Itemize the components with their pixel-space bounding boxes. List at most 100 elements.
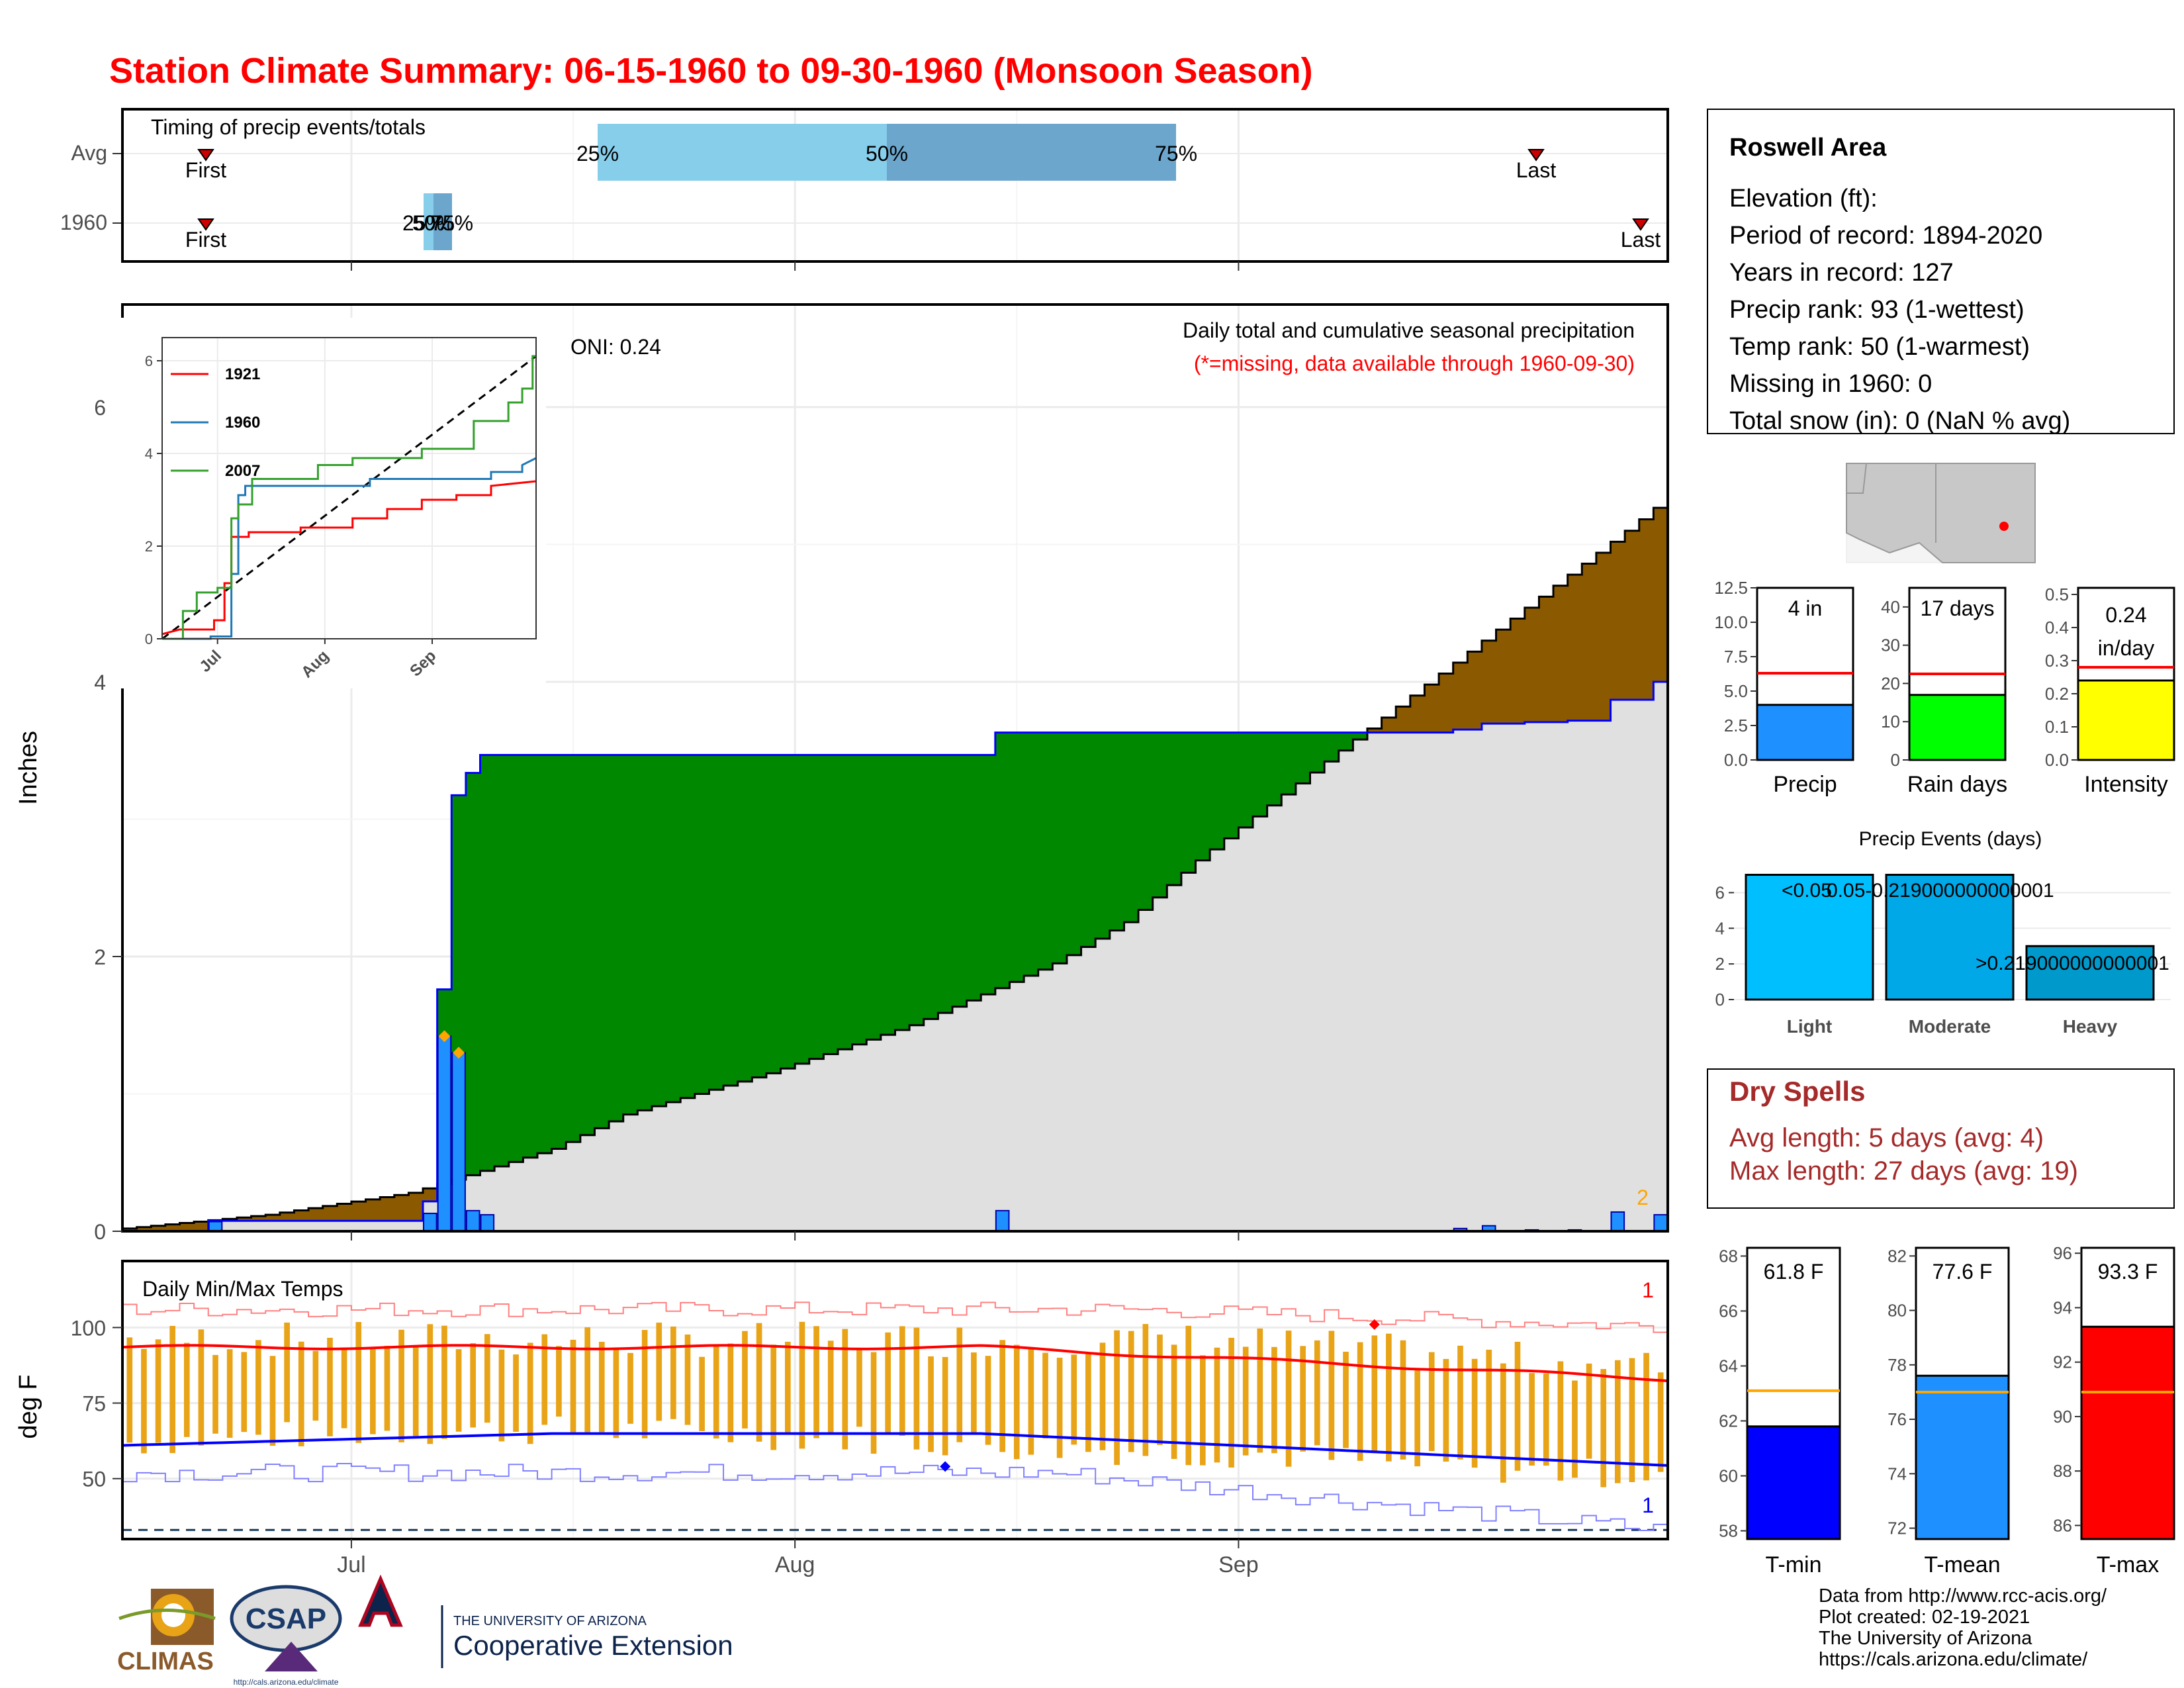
year-p50-label: 50% xyxy=(412,211,455,235)
year-first-marker xyxy=(197,218,214,231)
precip-event-annot-light: <0.05 xyxy=(1782,880,1832,902)
year-cumulative-line xyxy=(122,680,1668,1233)
temp-y-tick-label: 50 xyxy=(82,1468,106,1491)
daily-temp-range-bar xyxy=(1171,1344,1177,1459)
temp-summary-bar-fill xyxy=(1915,1374,2010,1540)
inset-series-1960 xyxy=(162,457,537,640)
station-info-line: Precip rank: 93 (1-wettest) xyxy=(1729,296,2025,324)
avg-p25-label: 25% xyxy=(576,142,619,165)
summary-bar-tick-label: 5.0 xyxy=(1724,681,1748,701)
daily-temp-range-bar xyxy=(956,1327,963,1442)
summary-bar-tick-label: 7.5 xyxy=(1724,647,1748,667)
daily-precip-bar xyxy=(465,1209,480,1232)
daily-temp-range-bar xyxy=(584,1327,590,1432)
precip-events-chart: Precip Events (days) Light Moderate Heavy <… xyxy=(1715,828,2171,1037)
station-info-line: Missing in 1960: 0 xyxy=(1729,370,1932,398)
daily-temp-range-bar xyxy=(355,1322,362,1443)
credits: Data from http://www.rcc-acis.org/Plot c… xyxy=(1819,1585,2107,1670)
daily-temp-range-bar xyxy=(556,1346,562,1417)
daily-temp-range-bar xyxy=(1457,1345,1463,1460)
precip-subtitle: Daily total and cumulative seasonal prec… xyxy=(1183,318,1635,342)
precip-event-category-label: Light xyxy=(1787,1016,1832,1037)
avg-first-marker xyxy=(197,149,214,162)
record-high-line xyxy=(122,1301,1668,1333)
daily-temp-range-bar xyxy=(141,1348,147,1454)
daily-temp-range-bar xyxy=(1285,1331,1292,1467)
daily-temp-range-bar xyxy=(527,1342,533,1444)
daily-temp-range-bar xyxy=(570,1339,576,1432)
summary-bar-label: Rain days xyxy=(1907,772,2007,797)
daily-temp-range-bar xyxy=(327,1337,333,1436)
daily-precip-bar xyxy=(423,1213,437,1233)
daily-temp-range-bar xyxy=(1643,1352,1649,1481)
record-low-marker xyxy=(940,1461,951,1472)
daily-temp-range-bar xyxy=(1600,1369,1607,1487)
inset-y-tick-label: 4 xyxy=(145,445,153,462)
temperature-summary-bars: 58 60 62 64 66 68 61.8 F T-min 72 74 76 78 80 82 77.6 … xyxy=(1719,1243,2175,1577)
temp-summary-tick-label: 76 xyxy=(1888,1409,1907,1429)
daily-temp-range-bar xyxy=(742,1331,748,1429)
daily-temp-range-bar xyxy=(384,1345,390,1431)
daily-temp-range-bar xyxy=(1185,1325,1192,1466)
summary-bar-tick-label: 0.0 xyxy=(2045,750,2069,770)
temp-summary-t-mean: 72 74 76 78 80 82 77.6 F T-mean xyxy=(1888,1246,2010,1577)
temp-summary-label: T-min xyxy=(1766,1552,1822,1577)
daily-temp-range-bar xyxy=(756,1323,762,1442)
daily-temp-range-bar xyxy=(727,1343,734,1442)
year-p75-label: 75% xyxy=(431,211,473,235)
summary-bar-tick-label: 0.3 xyxy=(2045,651,2069,671)
precip-y-tick-label: 2 xyxy=(94,945,106,969)
daily-temp-range-bar xyxy=(913,1327,920,1450)
temp-summary-label: T-max xyxy=(2097,1552,2159,1577)
dry-spells-max-length: Max length: 27 days (avg: 19) xyxy=(1729,1156,2078,1186)
ua-small-text: THE UNIVERSITY OF ARIZONA xyxy=(453,1614,647,1628)
summary-bar-label: Precip xyxy=(1773,772,1837,797)
temp-summary-tick-label: 64 xyxy=(1719,1356,1738,1376)
daily-temp-range-bar xyxy=(1114,1330,1120,1466)
climas-logo-text: CLIMAS xyxy=(117,1648,214,1675)
temp-summary-tick-label: 66 xyxy=(1719,1301,1738,1321)
daily-temp-range-bar xyxy=(198,1329,205,1446)
daily-temp-range-bar xyxy=(1028,1346,1034,1455)
credit-line: Plot created: 02-19-2021 xyxy=(1819,1607,2030,1628)
daily-temp-range-bar xyxy=(484,1334,490,1423)
summary-bar-tick-label: 2.5 xyxy=(1724,716,1748,735)
daily-temp-range-bar xyxy=(813,1326,819,1438)
temp-summary-tick-label: 96 xyxy=(2053,1243,2072,1263)
temp-summary-tick-label: 94 xyxy=(2053,1297,2072,1317)
daily-temp-range-bar xyxy=(842,1329,848,1450)
precip-panel: 0 2 4 6 Inches ONI: 0.24 Daily total and cu… xyxy=(15,303,1669,1244)
summary-bar-fill xyxy=(1908,694,2007,761)
temp-summary-tick-label: 86 xyxy=(2053,1515,2072,1535)
temp-summary-value: 77.6 F xyxy=(1933,1260,1993,1284)
inset-legend-label: 2007 xyxy=(225,462,260,480)
csap-logo-text: CSAP xyxy=(246,1603,326,1635)
logos: CLIMAS CSAP http://cals.arizona.edu/clim… xyxy=(117,1574,733,1687)
daily-temp-range-bar xyxy=(1428,1352,1435,1452)
daily-temp-range-bar xyxy=(999,1340,1005,1452)
csap-logo: CSAP http://cals.arizona.edu/climate xyxy=(230,1585,342,1687)
precip-y-axis-label: Inches xyxy=(15,731,42,805)
daily-temp-range-bar xyxy=(1357,1342,1363,1461)
daily-temp-range-bar xyxy=(1056,1358,1063,1458)
daily-temp-range-bar xyxy=(1486,1349,1492,1457)
year-p25-label: 25% xyxy=(402,211,445,235)
credit-line: https://cals.arizona.edu/climate/ xyxy=(1819,1649,2088,1670)
daily-temp-range-bar xyxy=(1042,1352,1048,1438)
temp-summary-value: 61.8 F xyxy=(1764,1260,1824,1284)
daily-temp-range-bar xyxy=(670,1326,676,1419)
precip-event-tick-label: 2 xyxy=(1715,954,1725,974)
daily-temp-range-bar xyxy=(627,1352,633,1424)
daily-record-marker xyxy=(438,1030,451,1043)
precip-event-bar-light xyxy=(1745,874,1874,1001)
daily-temp-range-bar xyxy=(455,1349,462,1432)
temp-summary-tick-label: 92 xyxy=(2053,1352,2072,1372)
daily-temp-range-bar xyxy=(441,1325,447,1439)
x-axis-month-label: Jul xyxy=(337,1552,365,1577)
station-info-line: Period of record: 1894-2020 xyxy=(1729,222,2042,250)
year-last-marker xyxy=(1632,218,1649,231)
timing-panel: Timing of precip events/totals Avg 1960 … xyxy=(60,108,1669,271)
summary-bar-intensity: 0.0 0.1 0.2 0.3 0.4 0.5 0.24 in/day Intensity xyxy=(2045,585,2175,797)
summary-bar-tick-label: 12.5 xyxy=(1714,578,1748,598)
